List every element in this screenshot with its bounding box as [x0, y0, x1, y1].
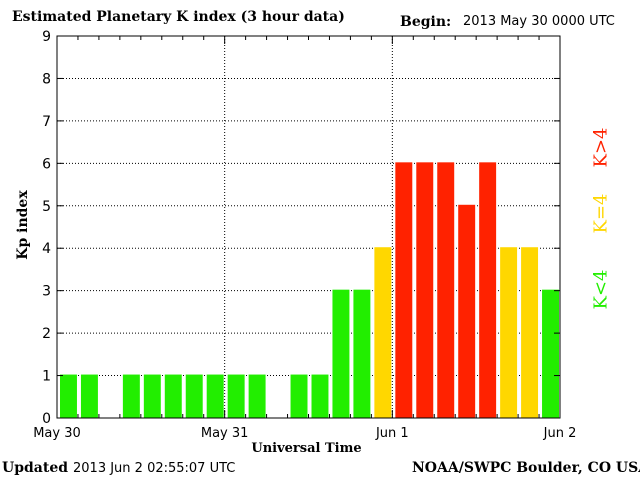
x-axis-label: Universal Time	[251, 441, 361, 456]
kp-bar	[500, 247, 518, 418]
updated-label: Updated	[2, 460, 69, 476]
kp-bar	[164, 374, 182, 418]
x-tick-label: Jun 1	[375, 426, 409, 441]
kp-bar	[332, 289, 350, 418]
y-tick-label: 5	[42, 199, 51, 215]
y-tick-label: 9	[42, 29, 51, 45]
kp-bar	[353, 289, 371, 418]
legend-low: K<4	[590, 269, 612, 310]
x-tick-label: May 30	[33, 426, 81, 441]
y-axis-label: Kp index	[15, 190, 31, 260]
source-credit: NOAA/SWPC Boulder, CO USA	[412, 460, 640, 476]
y-tick-label: 4	[42, 241, 51, 257]
y-tick-label: 7	[42, 114, 51, 130]
legend-mid: K=4	[590, 193, 612, 234]
y-tick-label: 8	[42, 71, 51, 87]
chart-title: Estimated Planetary K index (3 hour data…	[12, 9, 345, 25]
kp-bar	[143, 374, 161, 418]
y-tick-label: 2	[42, 326, 51, 342]
kp-bar	[227, 374, 245, 418]
kp-bar	[395, 162, 413, 418]
kp-bar	[542, 289, 559, 418]
kp-bar	[122, 374, 140, 418]
kp-bar	[416, 162, 434, 418]
kp-bar	[248, 374, 266, 418]
x-tick-label: May 31	[201, 426, 249, 441]
begin-label: Begin:	[400, 14, 452, 30]
updated-value: 2013 Jun 2 02:55:07 UTC	[73, 461, 236, 476]
kp-bar	[290, 374, 308, 418]
y-tick-label: 1	[42, 369, 51, 385]
kp-bar	[479, 162, 497, 418]
y-tick-label: 6	[42, 156, 51, 172]
kp-bar	[185, 374, 203, 418]
y-tick-label: 3	[42, 284, 51, 300]
kp-bar	[437, 162, 455, 418]
kp-bar	[80, 374, 98, 418]
kp-bar	[521, 247, 539, 418]
y-tick-label: 0	[42, 411, 51, 427]
kp-bar	[311, 374, 329, 418]
kp-bar	[206, 374, 224, 418]
x-tick-label: Jun 2	[543, 426, 577, 441]
begin-value: 2013 May 30 0000 UTC	[463, 14, 615, 29]
kp-bar	[60, 374, 77, 418]
kp-bar	[458, 204, 476, 418]
kp-bar	[374, 247, 392, 418]
